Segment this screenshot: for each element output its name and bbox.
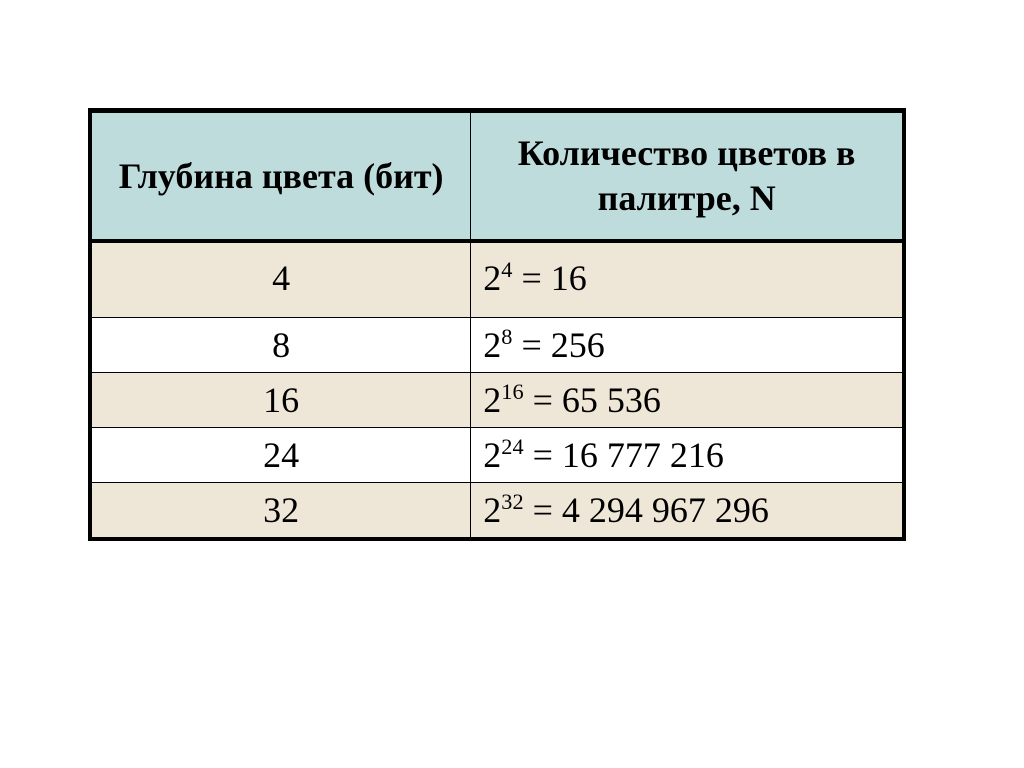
exp: 24 xyxy=(501,434,523,459)
value: 4 294 967 296 xyxy=(562,490,769,530)
table-row: 4 24 = 16 xyxy=(92,241,903,318)
value: 256 xyxy=(551,325,605,365)
exp: 8 xyxy=(501,324,512,349)
table-header-row: Глубина цвета (бит) Количество цветов в … xyxy=(92,113,903,242)
cell-depth: 4 xyxy=(92,241,471,318)
table-row: 16 216 = 65 536 xyxy=(92,373,903,428)
base: 2 xyxy=(483,380,501,420)
cell-formula: 232 = 4 294 967 296 xyxy=(471,483,903,538)
cell-depth: 32 xyxy=(92,483,471,538)
cell-formula: 24 = 16 xyxy=(471,241,903,318)
cell-depth: 16 xyxy=(92,373,471,428)
table: Глубина цвета (бит) Количество цветов в … xyxy=(91,112,903,538)
cell-formula: 28 = 256 xyxy=(471,318,903,373)
value: 65 536 xyxy=(562,380,661,420)
column-header-depth: Глубина цвета (бит) xyxy=(92,113,471,242)
table-row: 8 28 = 256 xyxy=(92,318,903,373)
cell-depth: 8 xyxy=(92,318,471,373)
base: 2 xyxy=(483,325,501,365)
exp: 32 xyxy=(501,489,523,514)
value: 16 777 216 xyxy=(562,435,724,475)
base: 2 xyxy=(483,490,501,530)
base: 2 xyxy=(483,258,501,298)
base: 2 xyxy=(483,435,501,475)
column-header-palette: Количество цветов в палитре, N xyxy=(471,113,903,242)
table-row: 24 224 = 16 777 216 xyxy=(92,428,903,483)
cell-formula: 216 = 65 536 xyxy=(471,373,903,428)
cell-depth: 24 xyxy=(92,428,471,483)
exp: 4 xyxy=(501,257,512,282)
table-row: 32 232 = 4 294 967 296 xyxy=(92,483,903,538)
color-depth-table: Глубина цвета (бит) Количество цветов в … xyxy=(88,108,906,541)
value: 16 xyxy=(551,258,587,298)
cell-formula: 224 = 16 777 216 xyxy=(471,428,903,483)
exp: 16 xyxy=(501,379,523,404)
